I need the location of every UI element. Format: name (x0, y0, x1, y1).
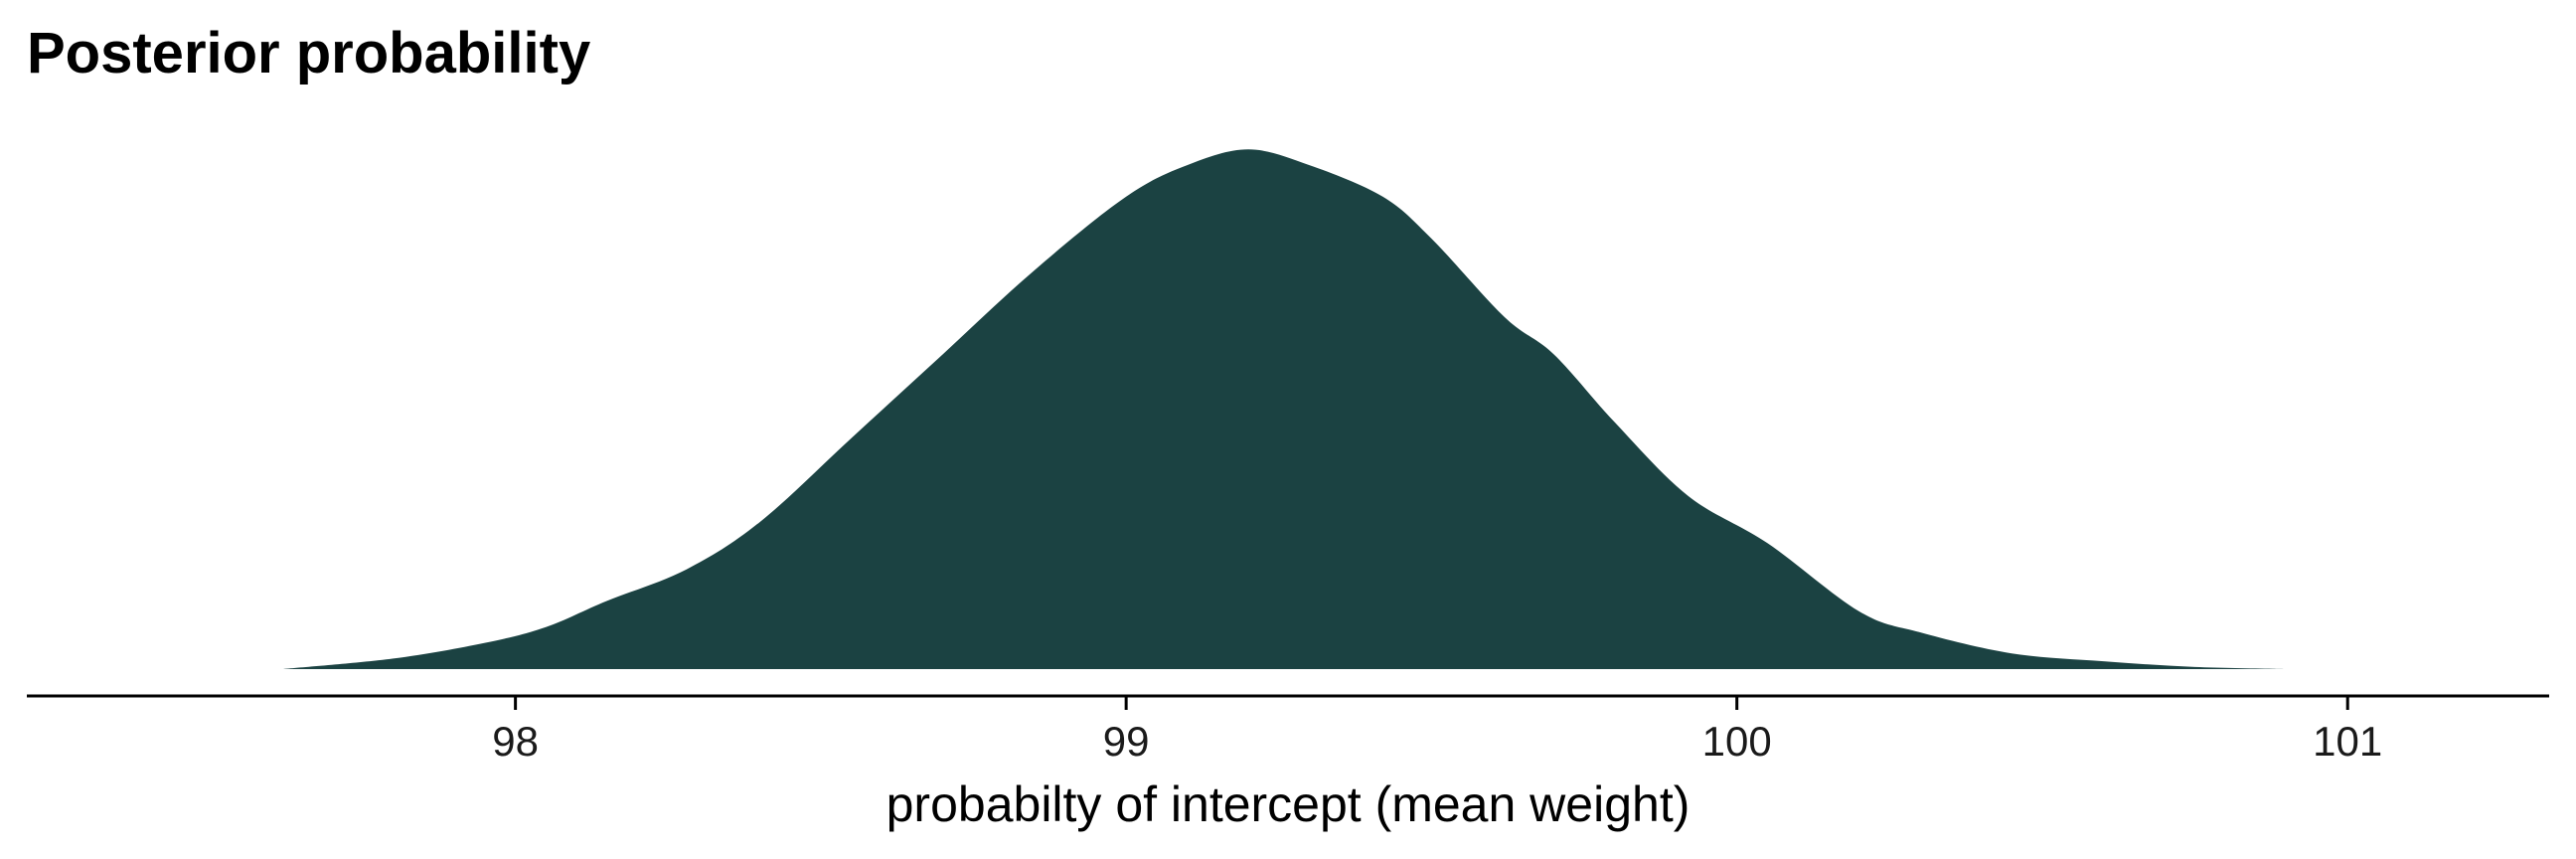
x-axis-ticks: 98 99 100 101 (492, 696, 2382, 765)
chart-title: Posterior probability (27, 21, 590, 86)
x-tick-label: 100 (1702, 718, 1772, 765)
plot-area (283, 149, 2287, 670)
x-tick-label: 99 (1103, 718, 1150, 765)
x-axis-label: probabilty of intercept (mean weight) (886, 776, 1690, 832)
x-tick-label: 101 (2313, 718, 2382, 765)
x-tick-label: 98 (492, 718, 539, 765)
density-area (283, 149, 2287, 670)
